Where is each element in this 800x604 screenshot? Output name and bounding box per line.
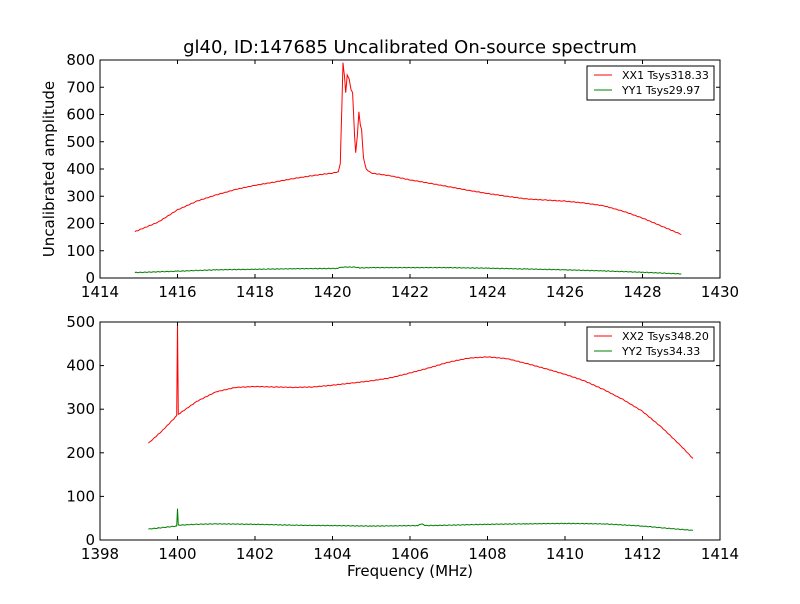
legend-label: YY1 Tsys29.97 bbox=[621, 84, 700, 97]
x-tick-label: 1402 bbox=[236, 545, 274, 563]
y-tick-label: 600 bbox=[66, 106, 95, 124]
x-tick-label: 1404 bbox=[313, 545, 351, 563]
y-tick-label: 800 bbox=[66, 51, 95, 69]
x-tick-label: 1400 bbox=[158, 545, 196, 563]
y-tick-label: 500 bbox=[66, 313, 95, 331]
subplot-1: 1414 1416 1418 1420 1422 1424 1426 1428 1430 0 100… bbox=[66, 51, 739, 301]
y-tick-label: 500 bbox=[66, 133, 95, 151]
legend: XX2 Tsys348.20 YY2 Tsys34.33 bbox=[586, 326, 715, 362]
y-tick-label: 400 bbox=[66, 160, 95, 178]
x-tick-label: 1424 bbox=[468, 283, 506, 301]
legend-box bbox=[586, 65, 715, 101]
legend-label: YY2 Tsys34.33 bbox=[621, 345, 700, 358]
y-tick-label: 300 bbox=[66, 187, 95, 205]
series-line-xx1 bbox=[134, 62, 682, 235]
x-tick-label: 1420 bbox=[313, 283, 351, 301]
subplot-2: 1398 1400 1402 1404 1406 1408 1410 1412 1414 0 100… bbox=[66, 313, 739, 563]
y-tick-label: 200 bbox=[66, 444, 95, 462]
y-tick-label: 700 bbox=[66, 78, 95, 96]
x-axis-label: Frequency (MHz) bbox=[347, 562, 473, 580]
y-tick-label: 0 bbox=[85, 531, 95, 549]
y-tick-label: 100 bbox=[66, 242, 95, 260]
y-tick-label: 100 bbox=[66, 487, 95, 505]
legend-label: XX1 Tsys318.33 bbox=[622, 69, 709, 82]
x-tick-label: 1410 bbox=[546, 545, 584, 563]
legend: XX1 Tsys318.33 YY1 Tsys29.97 bbox=[586, 65, 715, 101]
series-line-yy2 bbox=[148, 508, 694, 531]
x-tick-label: 1414 bbox=[81, 283, 119, 301]
x-tick-label: 1412 bbox=[623, 545, 661, 563]
series-line-xx2 bbox=[148, 321, 694, 459]
legend-label: XX2 Tsys348.20 bbox=[622, 330, 709, 343]
chart-title: gl40, ID:147685 Uncalibrated On-source s… bbox=[183, 37, 637, 58]
x-tick-label: 1430 bbox=[701, 283, 739, 301]
x-tick-label: 1408 bbox=[468, 545, 506, 563]
x-tick-label: 1426 bbox=[546, 283, 584, 301]
x-tick-label: 1414 bbox=[701, 545, 739, 563]
y-tick-label: 400 bbox=[66, 357, 95, 375]
y-tick-label: 0 bbox=[85, 269, 95, 287]
x-tick-label: 1398 bbox=[81, 545, 119, 563]
x-tick-label: 1416 bbox=[158, 283, 196, 301]
y-tick-label: 300 bbox=[66, 400, 95, 418]
y-tick-label: 200 bbox=[66, 215, 95, 233]
x-tick-label: 1406 bbox=[391, 545, 429, 563]
x-tick-label: 1418 bbox=[236, 283, 274, 301]
legend-box bbox=[586, 326, 715, 362]
series-line-yy1 bbox=[134, 266, 682, 275]
y-axis-label: Uncalibrated amplitude bbox=[40, 81, 58, 257]
x-tick-label: 1428 bbox=[623, 283, 661, 301]
x-tick-label: 1422 bbox=[391, 283, 429, 301]
